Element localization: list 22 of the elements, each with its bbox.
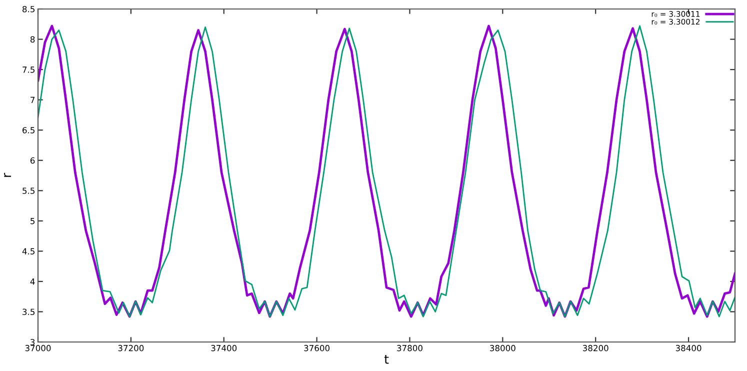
x-tick-label: 37800: [397, 344, 422, 352]
y-tick-label: 5: [30, 218, 34, 224]
x-tick-label: 37400: [211, 344, 237, 352]
y-tick-label: 4.5: [22, 248, 34, 254]
y-tick-label: 3: [30, 338, 35, 346]
y-tick-label: 8.5: [22, 6, 34, 12]
x-tick-label: 38400: [676, 344, 702, 352]
x-tick-label: 37000: [25, 344, 51, 352]
y-tick-label: 5.5: [22, 188, 34, 194]
x-tick-label: 37200: [118, 344, 144, 352]
y-tick-label: 6.5: [22, 127, 34, 134]
x-tick-label: 38200: [582, 344, 608, 352]
y-axis-title: r: [4, 172, 12, 177]
x-tick-label: 38000: [490, 344, 516, 352]
y-tick-label: 8: [30, 36, 35, 43]
y-tick-label: 3.5: [22, 308, 34, 316]
y-tick-label: 6: [30, 157, 35, 164]
y-tick-label: 7: [30, 96, 35, 103]
y-tick-label: 4: [30, 278, 35, 285]
x-tick-label: 37600: [304, 344, 330, 352]
y-tick-label: 7.5: [22, 66, 34, 73]
x-axis-title: t: [384, 354, 389, 364]
